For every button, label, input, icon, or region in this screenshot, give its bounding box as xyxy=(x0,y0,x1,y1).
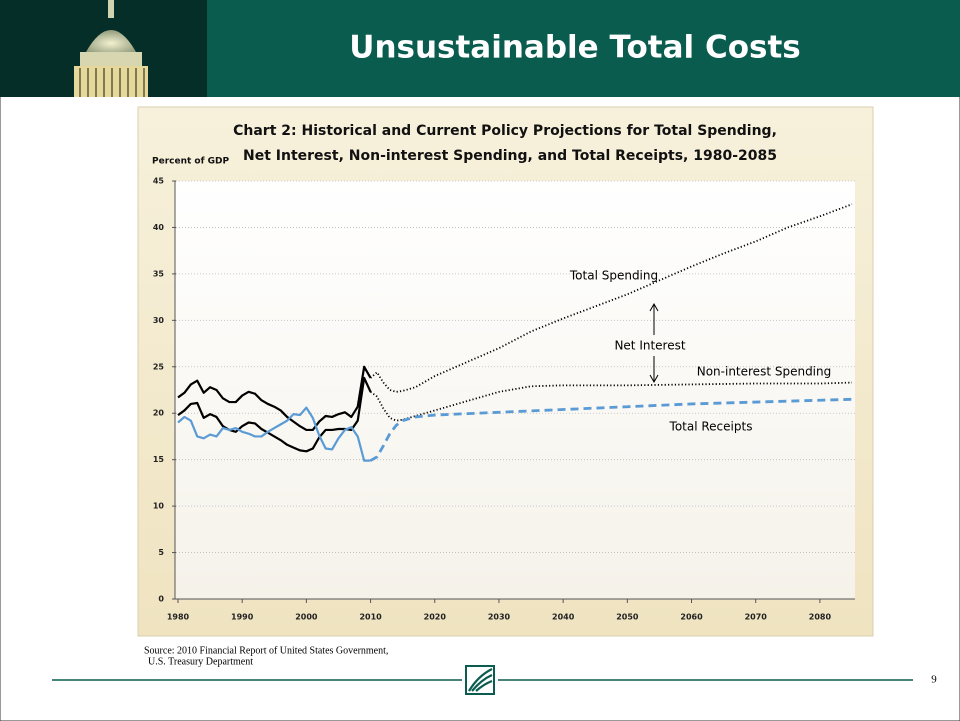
x-tick-label: 2030 xyxy=(488,613,511,622)
x-tick-label: 2010 xyxy=(359,613,382,622)
x-tick-label: 2040 xyxy=(552,613,575,622)
x-tick-label: 2000 xyxy=(295,613,318,622)
series-line xyxy=(177,406,371,462)
y-tick-label: 25 xyxy=(153,362,165,371)
x-tick-label: 2060 xyxy=(680,613,703,622)
plot-area xyxy=(175,181,855,599)
series-line xyxy=(177,376,372,453)
series-line xyxy=(177,365,372,432)
source-text: U.S. Treasury Department xyxy=(148,656,253,667)
x-tick-label: 1990 xyxy=(231,613,254,622)
y-axis-label: Percent of GDP xyxy=(152,157,230,167)
page-number: 9 xyxy=(931,674,937,686)
x-tick-label: 2050 xyxy=(616,613,639,622)
capitol-image xyxy=(0,0,207,97)
logo xyxy=(465,665,495,695)
annotation: Non-interest Spending xyxy=(697,365,832,379)
y-tick-label: 35 xyxy=(153,269,165,278)
y-tick-label: 30 xyxy=(153,316,165,325)
y-tick-label: 15 xyxy=(153,455,165,464)
y-tick-label: 0 xyxy=(158,595,164,604)
series-line xyxy=(369,397,853,462)
y-tick-label: 40 xyxy=(153,223,165,232)
slide-title: Unsustainable Total Costs xyxy=(349,30,800,66)
annotation: Total Spending xyxy=(569,269,658,283)
source-text: Source: 2010 Financial Report of United … xyxy=(144,645,388,656)
y-tick-label: 45 xyxy=(153,177,165,186)
arrows xyxy=(649,302,659,384)
x-tick-label: 2080 xyxy=(809,613,832,622)
y-tick-label: 10 xyxy=(153,502,165,511)
plot: 0 5 10 15 20 25 30 35 40 45 1980 1990 2000 2010 2020 20… xyxy=(153,177,855,622)
y-tick-label: 20 xyxy=(153,409,165,418)
chart-title: Chart 2: Historical and Current Policy P… xyxy=(233,123,777,139)
annotation: Net Interest xyxy=(614,339,685,353)
y-tick-label: 5 xyxy=(158,548,164,557)
annotation: Total Receipts xyxy=(669,420,753,434)
x-tick-label: 2020 xyxy=(424,613,447,622)
series-line xyxy=(370,381,853,422)
x-tick-label: 1980 xyxy=(167,613,190,622)
x-tick-label: 2070 xyxy=(745,613,768,622)
chart-title: Net Interest, Non-interest Spending, and… xyxy=(243,148,777,164)
